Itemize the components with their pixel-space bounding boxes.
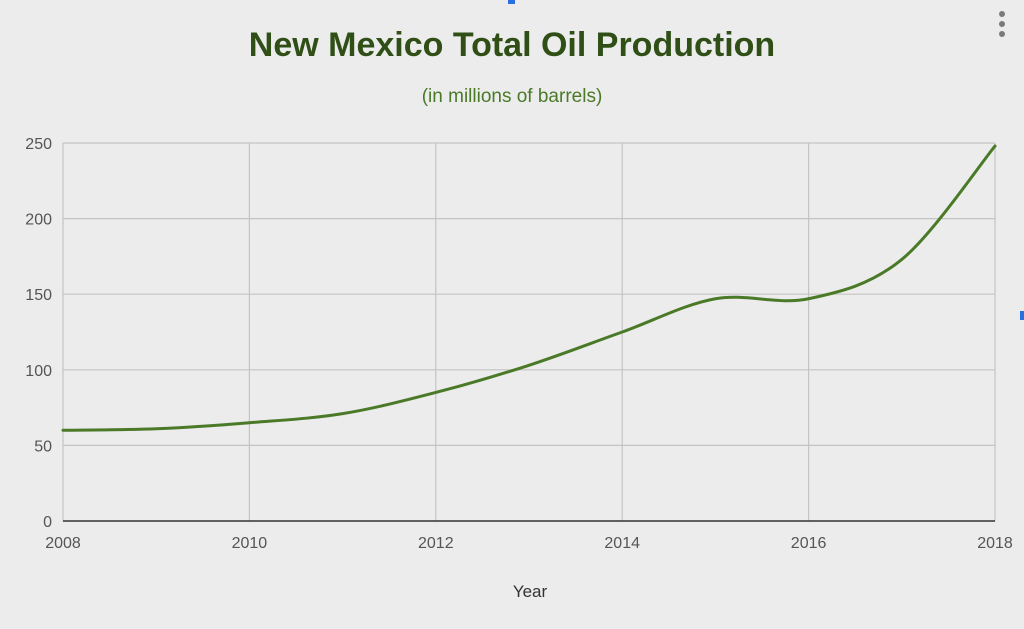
chart-subtitle: (in millions of barrels) — [421, 86, 603, 107]
selection-handle-right[interactable] — [1020, 311, 1024, 320]
chart-title: New Mexico Total Oil Production — [248, 26, 776, 64]
menu-dot — [999, 11, 1005, 17]
x-tick-label: 2008 — [45, 535, 81, 552]
x-tick-label: 2014 — [604, 535, 640, 552]
selection-handle-top[interactable] — [508, 0, 515, 4]
y-tick-label: 200 — [25, 212, 52, 229]
y-tick-label: 250 — [25, 136, 52, 153]
x-tick-label: 2018 — [977, 535, 1013, 552]
y-tick-label: 150 — [25, 287, 52, 304]
series-line — [61, 144, 997, 432]
y-tick-label: 50 — [34, 438, 52, 455]
y-tick-label: 0 — [43, 514, 52, 531]
x-axis-title: Year — [512, 582, 548, 601]
grid-lines — [62, 142, 996, 521]
menu-dot — [999, 21, 1005, 27]
tick-labels: 0 50 100 150 200 250 2008 2010 2012 2014 2016 2018 — [25, 136, 1013, 552]
x-tick-label: 2012 — [418, 535, 454, 552]
menu-dot — [999, 31, 1005, 37]
y-tick-label: 100 — [25, 363, 52, 380]
x-tick-label: 2016 — [791, 535, 827, 552]
series-layer — [61, 144, 997, 432]
x-tick-label: 2010 — [232, 535, 268, 552]
more-vert-icon[interactable] — [992, 8, 1012, 42]
